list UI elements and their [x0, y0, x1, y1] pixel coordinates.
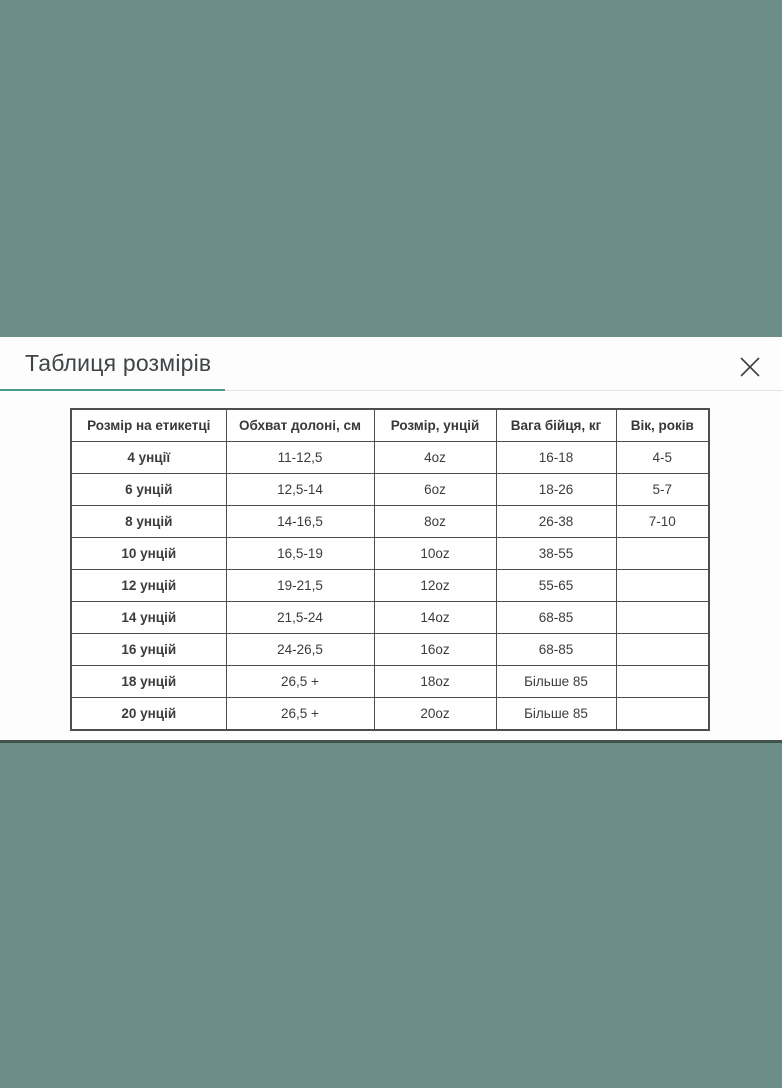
close-icon	[733, 350, 767, 384]
table-cell: 12,5-14	[225, 473, 375, 506]
table-cell: 14-16,5	[225, 505, 375, 538]
table-cell: 4 унції	[70, 441, 227, 474]
table-body: 4 унції 11-12,5 4oz 16-18 4-5 6 унцій 12,5-14 6…	[70, 441, 710, 731]
table-cell: 6oz	[373, 473, 497, 506]
table-row: 4 унції 11-12,5 4oz 16-18 4-5	[70, 441, 710, 474]
table-cell: 12oz	[373, 569, 497, 602]
modal-title: Таблиця розмірів	[25, 350, 212, 376]
table-cell: 24-26,5	[225, 633, 375, 666]
table-cell: 26,5 +	[225, 665, 375, 698]
table-cell	[615, 537, 710, 570]
table-cell: 8oz	[373, 505, 497, 538]
table-row: 12 унцій 19-21,5 12oz 55-65	[70, 569, 710, 602]
table-cell: 19-21,5	[225, 569, 375, 602]
table-cell: 4oz	[373, 441, 497, 474]
column-header: Вага бійця, кг	[495, 408, 617, 442]
table-row: 10 унцій 16,5-19 10oz 38-55	[70, 537, 710, 570]
table-row: 6 унцій 12,5-14 6oz 18-26 5-7	[70, 473, 710, 506]
table-cell: 5-7	[615, 473, 710, 506]
size-table: Розмір на етикетці Обхват долоні, см Розмі…	[70, 408, 710, 731]
table-cell	[615, 665, 710, 698]
column-header: Обхват долоні, см	[225, 408, 375, 442]
table-header-row: Розмір на етикетці Обхват долоні, см Розмі…	[70, 408, 710, 442]
table-cell: Більше 85	[495, 697, 617, 731]
table-cell: 20 унцій	[70, 697, 227, 731]
table-cell: 7-10	[615, 505, 710, 538]
table-cell: 26,5 +	[225, 697, 375, 731]
table-cell: 11-12,5	[225, 441, 375, 474]
table-cell: 14 унцій	[70, 601, 227, 634]
table-row: 8 унцій 14-16,5 8oz 26-38 7-10	[70, 505, 710, 538]
title-divider	[0, 390, 782, 391]
table-cell: 26-38	[495, 505, 617, 538]
table-cell: 18oz	[373, 665, 497, 698]
table-cell: 68-85	[495, 601, 617, 634]
table-cell: Більше 85	[495, 665, 617, 698]
table-cell	[615, 601, 710, 634]
table-cell	[615, 697, 710, 731]
table-cell: 8 унцій	[70, 505, 227, 538]
table-row: 16 унцій 24-26,5 16oz 68-85	[70, 633, 710, 666]
table-cell	[615, 569, 710, 602]
table-cell: 14oz	[373, 601, 497, 634]
size-table-container: Розмір на етикетці Обхват долоні, см Розмі…	[70, 408, 710, 731]
column-header: Розмір, унцій	[373, 408, 497, 442]
table-cell: 4-5	[615, 441, 710, 474]
table-cell: 10oz	[373, 537, 497, 570]
table-cell: 38-55	[495, 537, 617, 570]
table-cell: 16-18	[495, 441, 617, 474]
table-row: 20 унцій 26,5 +20oz Більше 85	[70, 697, 710, 731]
table-cell: 16oz	[373, 633, 497, 666]
table-row: 18 унцій 26,5 +18oz Більше 85	[70, 665, 710, 698]
table-cell: 12 унцій	[70, 569, 227, 602]
close-button[interactable]	[730, 347, 770, 387]
column-header: Вік, років	[615, 408, 710, 442]
table-cell: 18-26	[495, 473, 617, 506]
table-cell: 21,5-24	[225, 601, 375, 634]
table-row: 14 унцій 21,5-24 14oz 68-85	[70, 601, 710, 634]
table-cell: 10 унцій	[70, 537, 227, 570]
table-cell: 16 унцій	[70, 633, 227, 666]
table-cell: 18 унцій	[70, 665, 227, 698]
column-header: Розмір на етикетці	[70, 408, 227, 442]
size-table-modal: Таблиця розмірів Розмір на етикетці Обхва…	[0, 337, 782, 743]
table-cell: 16,5-19	[225, 537, 375, 570]
table-cell: 20oz	[373, 697, 497, 731]
table-cell	[615, 633, 710, 666]
title-accent-underline	[0, 389, 225, 391]
table-cell: 55-65	[495, 569, 617, 602]
table-cell: 6 унцій	[70, 473, 227, 506]
table-cell: 68-85	[495, 633, 617, 666]
